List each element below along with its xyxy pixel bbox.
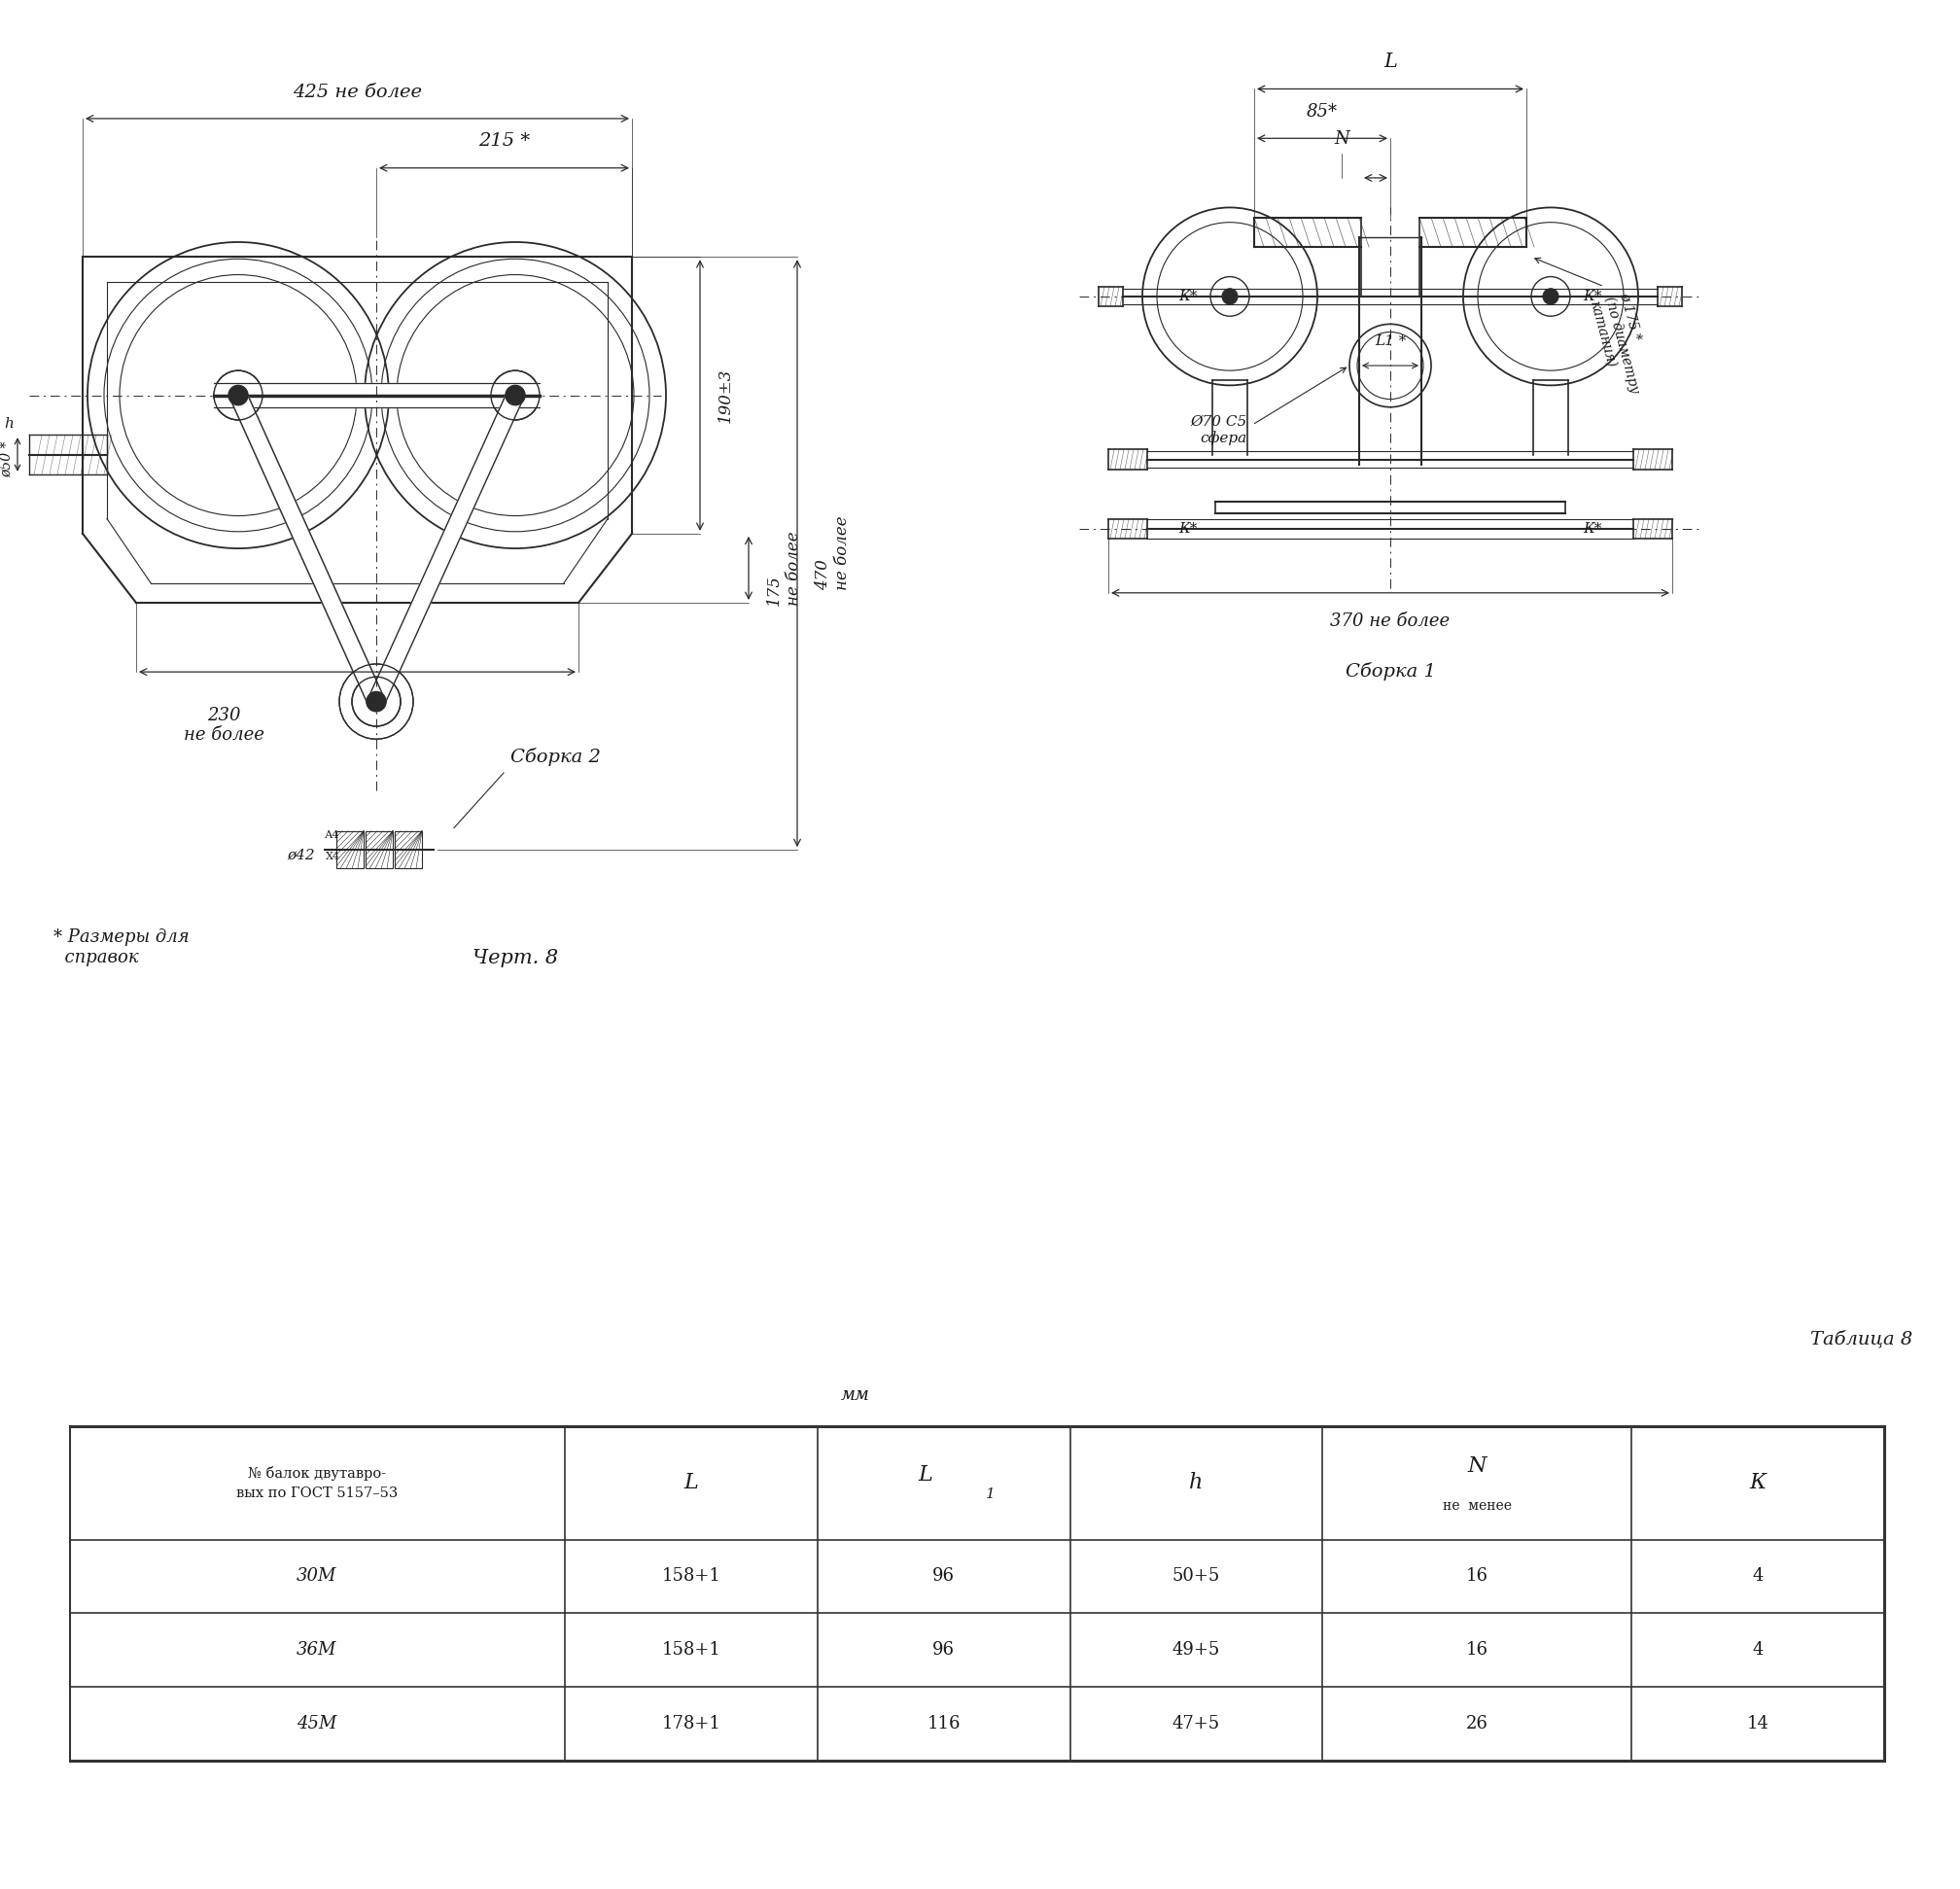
Text: К*: К* [1584, 289, 1601, 304]
Text: А4: А4 [325, 829, 339, 841]
Text: 30М: 30М [296, 1568, 337, 1585]
Text: ø42: ø42 [288, 848, 316, 861]
Text: N: N [1335, 130, 1348, 147]
Text: К*: К* [1584, 521, 1601, 535]
Polygon shape [229, 391, 384, 705]
Text: 14: 14 [1746, 1715, 1770, 1732]
Text: Сборка 2: Сборка 2 [510, 748, 600, 765]
Text: 190±3: 190±3 [717, 368, 735, 423]
Text: 49+5: 49+5 [1172, 1642, 1221, 1659]
Text: Таблица 8: Таблица 8 [1809, 1330, 1913, 1349]
Text: К*: К* [1178, 521, 1198, 535]
Circle shape [506, 385, 525, 404]
Bar [337, 831, 365, 869]
Text: 230
не более: 230 не более [184, 706, 265, 744]
Circle shape [367, 691, 386, 712]
Text: К: К [1750, 1472, 1766, 1494]
Text: L1 *: L1 * [1374, 334, 1405, 348]
Text: Сборка 1: Сборка 1 [1345, 661, 1435, 680]
Text: h: h [1190, 1472, 1203, 1494]
Text: 16: 16 [1466, 1568, 1488, 1585]
Text: 47+5: 47+5 [1172, 1715, 1221, 1732]
Circle shape [229, 385, 247, 404]
Text: L: L [684, 1472, 698, 1494]
Text: 85*: 85* [1307, 104, 1339, 121]
Text: 425 не более: 425 не более [292, 83, 421, 100]
Text: 116: 116 [927, 1715, 960, 1732]
Text: 16: 16 [1466, 1642, 1488, 1659]
Text: 96: 96 [933, 1568, 955, 1585]
Text: L: L [917, 1464, 933, 1485]
Bar [367, 831, 392, 869]
Text: ø50 *: ø50 * [0, 442, 14, 478]
Bar [394, 831, 421, 869]
Text: № балок двутавро-
вых по ГОСТ 5157–53: № балок двутавро- вых по ГОСТ 5157–53 [235, 1466, 398, 1500]
Text: * Размеры для
  справок: * Размеры для справок [53, 929, 190, 967]
Text: L: L [1384, 53, 1397, 72]
Text: 1: 1 [986, 1487, 996, 1502]
Text: К*: К* [1178, 289, 1198, 304]
Text: 36М: 36М [296, 1642, 337, 1659]
Text: 96: 96 [933, 1642, 955, 1659]
Text: ø 175 *
(по диаметру
катания): ø 175 * (по диаметру катания) [1588, 291, 1656, 399]
Text: 178+1: 178+1 [661, 1715, 721, 1732]
Text: 26: 26 [1466, 1715, 1488, 1732]
Text: N: N [1468, 1455, 1486, 1477]
Text: 470
не более: 470 не более [815, 516, 851, 591]
Text: 45М: 45М [296, 1715, 337, 1732]
Polygon shape [368, 391, 523, 705]
Text: 175
не более: 175 не более [766, 531, 802, 604]
Circle shape [506, 385, 525, 404]
Text: 4: 4 [1752, 1642, 1764, 1659]
Text: 158+1: 158+1 [661, 1642, 721, 1659]
Circle shape [1543, 289, 1558, 304]
Text: 158+1: 158+1 [661, 1568, 721, 1585]
Circle shape [229, 385, 247, 404]
Text: не  менее: не менее [1443, 1498, 1511, 1513]
Text: 50+5: 50+5 [1172, 1568, 1221, 1585]
Text: Черт. 8: Черт. 8 [472, 948, 559, 967]
Text: мм: мм [841, 1387, 868, 1404]
Text: 4: 4 [1752, 1568, 1764, 1585]
Text: 370 не более: 370 не более [1331, 612, 1450, 631]
Circle shape [1223, 289, 1237, 304]
Text: h: h [4, 417, 14, 431]
Text: Ø70 С5
сфера: Ø70 С5 сфера [1192, 414, 1247, 446]
Text: 215 *: 215 * [478, 132, 529, 151]
Circle shape [367, 691, 386, 712]
Text: Х4: Х4 [325, 852, 339, 861]
